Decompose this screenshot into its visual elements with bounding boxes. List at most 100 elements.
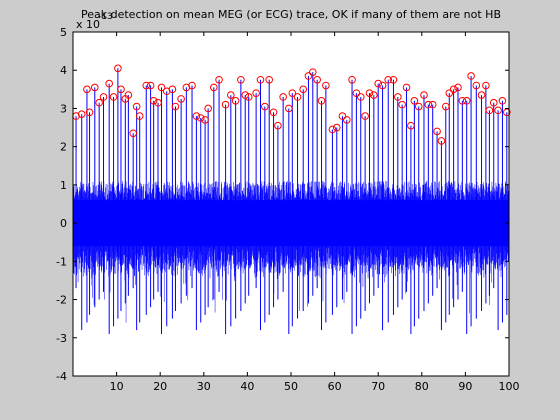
peak-marker bbox=[304, 72, 313, 80]
peak-marker bbox=[338, 112, 347, 120]
detected-peaks bbox=[72, 64, 511, 145]
peak-marker bbox=[489, 98, 498, 107]
peak-marker bbox=[449, 85, 458, 94]
peak-marker bbox=[445, 89, 454, 97]
peak-marker bbox=[109, 93, 118, 101]
peak-marker bbox=[124, 91, 133, 99]
peak-marker bbox=[95, 98, 103, 107]
y-exponent-power: -13 bbox=[98, 12, 113, 22]
peak-marker bbox=[285, 104, 293, 113]
peak-marker bbox=[370, 91, 378, 99]
peak-marker bbox=[85, 108, 94, 117]
y-tick-label: 1 bbox=[60, 179, 67, 192]
peak-marker bbox=[252, 89, 260, 97]
x-tick-label: 60 bbox=[328, 380, 342, 393]
x-tick-label: 10 bbox=[110, 380, 124, 393]
peak-marker bbox=[467, 72, 475, 80]
peak-marker bbox=[485, 106, 494, 115]
peak-marker bbox=[129, 129, 137, 138]
peak-marker bbox=[288, 89, 297, 97]
peak-marker bbox=[424, 100, 433, 109]
x-tick-label: 50 bbox=[284, 380, 298, 393]
peak-marker bbox=[309, 68, 317, 76]
peak-marker bbox=[171, 102, 180, 111]
peak-marker bbox=[99, 93, 108, 101]
peak-marker bbox=[348, 75, 356, 84]
y-tick-label: -2 bbox=[56, 294, 67, 307]
peak-marker bbox=[414, 102, 423, 111]
peak-marker bbox=[261, 102, 269, 111]
peak-marker bbox=[313, 75, 321, 84]
y-tick-label: 5 bbox=[60, 26, 67, 39]
peak-marker bbox=[433, 127, 441, 136]
peak-marker bbox=[394, 93, 402, 101]
peak-marker bbox=[231, 97, 240, 105]
y-tick-label: -3 bbox=[56, 332, 67, 345]
peak-marker bbox=[494, 106, 502, 115]
peak-marker bbox=[462, 97, 471, 105]
peak-marker bbox=[237, 75, 245, 84]
y-tick-label: -4 bbox=[56, 370, 67, 383]
x-tick-label: 70 bbox=[371, 380, 385, 393]
peak-marker bbox=[215, 75, 223, 84]
y-tick-label: 0 bbox=[60, 217, 67, 230]
peak-marker bbox=[265, 75, 274, 84]
peak-marker bbox=[269, 108, 278, 117]
peak-marker bbox=[328, 125, 337, 134]
x-tick-label: 100 bbox=[499, 380, 520, 393]
y-tick-label: 2 bbox=[60, 141, 67, 154]
y-exponent-label: x 10 bbox=[76, 18, 100, 31]
y-tick-label: 4 bbox=[60, 64, 67, 77]
peak-marker bbox=[498, 97, 507, 105]
signal-dense-band bbox=[73, 200, 509, 247]
peak-marker bbox=[317, 97, 326, 105]
peak-marker bbox=[210, 83, 218, 92]
peak-marker bbox=[188, 81, 196, 90]
peak-marker bbox=[503, 108, 511, 117]
peak-marker bbox=[105, 79, 113, 88]
peak-marker bbox=[299, 85, 308, 94]
y-tick-label: 3 bbox=[60, 102, 67, 115]
peak-marker bbox=[256, 75, 265, 84]
peak-marker bbox=[135, 112, 144, 120]
peak-marker bbox=[91, 83, 99, 92]
peak-marker bbox=[117, 85, 125, 94]
peak-marker bbox=[77, 110, 86, 118]
x-tick-label: 30 bbox=[197, 380, 211, 393]
peak-marker bbox=[142, 81, 151, 90]
x-tick-label: 20 bbox=[153, 380, 167, 393]
peak-marker bbox=[398, 100, 406, 109]
peak-marker bbox=[204, 104, 212, 113]
peak-marker bbox=[279, 93, 287, 101]
peak-marker bbox=[378, 81, 387, 90]
peak-marker bbox=[227, 91, 235, 99]
peak-marker bbox=[437, 137, 446, 145]
peak-marker bbox=[477, 91, 486, 99]
peak-marker bbox=[196, 114, 205, 122]
peak-marker bbox=[410, 97, 419, 105]
peak-marker bbox=[154, 98, 162, 107]
peak-marker bbox=[365, 89, 374, 97]
peak-marker bbox=[407, 121, 415, 130]
peak-marker bbox=[114, 64, 122, 73]
x-axis: 10 20 30 40 50 60 70 80 90 100 bbox=[110, 32, 520, 393]
peak-marker bbox=[420, 91, 428, 99]
peak-marker bbox=[458, 97, 467, 105]
peak-marker bbox=[132, 102, 141, 111]
signal-trace bbox=[72, 68, 510, 334]
peak-marker bbox=[146, 81, 155, 90]
peak-marker bbox=[472, 81, 481, 90]
peak-marker bbox=[192, 112, 201, 120]
x-tick-label: 40 bbox=[240, 380, 254, 393]
peak-marker bbox=[83, 85, 91, 94]
peak-marker bbox=[177, 95, 185, 103]
peak-marker bbox=[293, 93, 302, 101]
peak-marker bbox=[244, 93, 253, 101]
peak-marker bbox=[274, 121, 282, 130]
peak-marker bbox=[441, 102, 450, 111]
peak-marker bbox=[201, 116, 209, 124]
peak-marker bbox=[149, 97, 158, 105]
x-tick-label: 80 bbox=[415, 380, 429, 393]
peak-marker bbox=[454, 83, 462, 92]
